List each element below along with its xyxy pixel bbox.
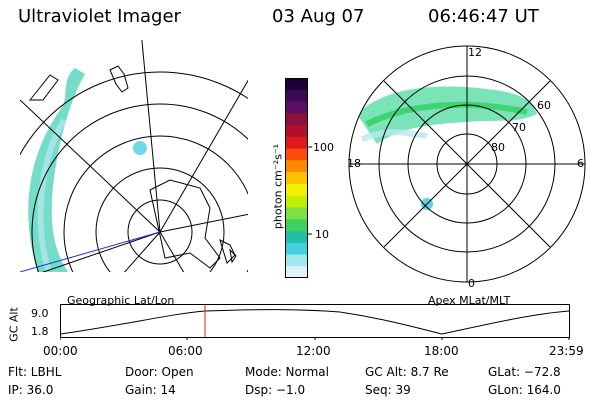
timeline-axis-label: GC Alt — [7, 307, 21, 342]
mlt-label-6: 6 — [577, 157, 584, 170]
timeline-xtick-1200: 12:00 — [296, 344, 331, 358]
info-glon: GLon: 164.0 — [488, 383, 561, 397]
colorbar-stripe — [285, 172, 308, 185]
colorbar-stripe — [285, 125, 308, 138]
aurora-spot-left — [133, 141, 147, 155]
mlt-label-0: 0 — [468, 277, 475, 290]
timeline-ytick-9: 9.0 — [31, 307, 49, 320]
info-glat: GLat: −72.8 — [488, 365, 561, 379]
info-mode: Mode: Normal — [245, 365, 329, 379]
info-seq: Seq: 39 — [365, 383, 411, 397]
timeline-xtick-1800: 18:00 — [424, 344, 459, 358]
timeline-ytick-1-8: 1.8 — [31, 325, 49, 338]
colorbar-stripe — [285, 101, 308, 114]
colorbar-stripe — [285, 78, 308, 91]
colorbar-tick-100: 100 — [313, 141, 334, 154]
info-ip: IP: 36.0 — [8, 383, 54, 397]
colorbar — [285, 78, 312, 278]
geographic-map — [20, 40, 248, 272]
colorbar-stripe — [285, 113, 308, 126]
info-door: Door: Open — [125, 365, 194, 379]
colorbar-stripe — [285, 136, 308, 150]
info-dsp: Dsp: −1.0 — [245, 383, 306, 397]
colorbar-stripe — [285, 89, 308, 103]
instrument-title: Ultraviolet Imager — [18, 6, 181, 27]
colorbar-unit-label: photon cm⁻²s⁻¹ — [271, 143, 285, 230]
colorbar-stripe — [285, 242, 308, 255]
colorbar-stripe — [285, 207, 308, 220]
colorbar-stripe — [285, 160, 308, 173]
info-gc-alt: GC Alt: 8.7 Re — [365, 365, 449, 379]
header-date: 03 Aug 07 — [272, 6, 365, 27]
timeline-xtick-0000: 00:00 — [43, 344, 78, 358]
colorbar-stripe — [285, 148, 308, 161]
colorbar-stripe — [285, 219, 308, 232]
mlt-label-12: 12 — [468, 46, 482, 59]
altitude-timeline — [60, 304, 570, 340]
mlt-label-18: 18 — [347, 157, 361, 170]
timeline-xtick-2359: 23:59 — [549, 344, 584, 358]
right-map-label: Apex MLat/MLT — [428, 294, 511, 307]
info-gain: Gain: 14 — [125, 383, 176, 397]
header-time: 06:46:47 UT — [428, 6, 539, 27]
mlat-label-60: 60 — [537, 99, 551, 112]
colorbar-stripe — [285, 195, 308, 208]
colorbar-stripe — [285, 183, 308, 197]
colorbar-tick-10: 10 — [315, 228, 329, 241]
colorbar-stripe — [285, 266, 308, 278]
polar-map — [348, 45, 586, 283]
timeline-xtick-0600: 06:00 — [168, 344, 203, 358]
left-map-label: Geographic Lat/Lon — [67, 294, 175, 307]
info-filter: Flt: LBHL — [8, 365, 62, 379]
mlat-label-80: 80 — [491, 141, 505, 154]
colorbar-stripe — [285, 230, 308, 244]
colorbar-stripe — [285, 254, 308, 267]
mlat-label-70: 70 — [512, 121, 526, 134]
